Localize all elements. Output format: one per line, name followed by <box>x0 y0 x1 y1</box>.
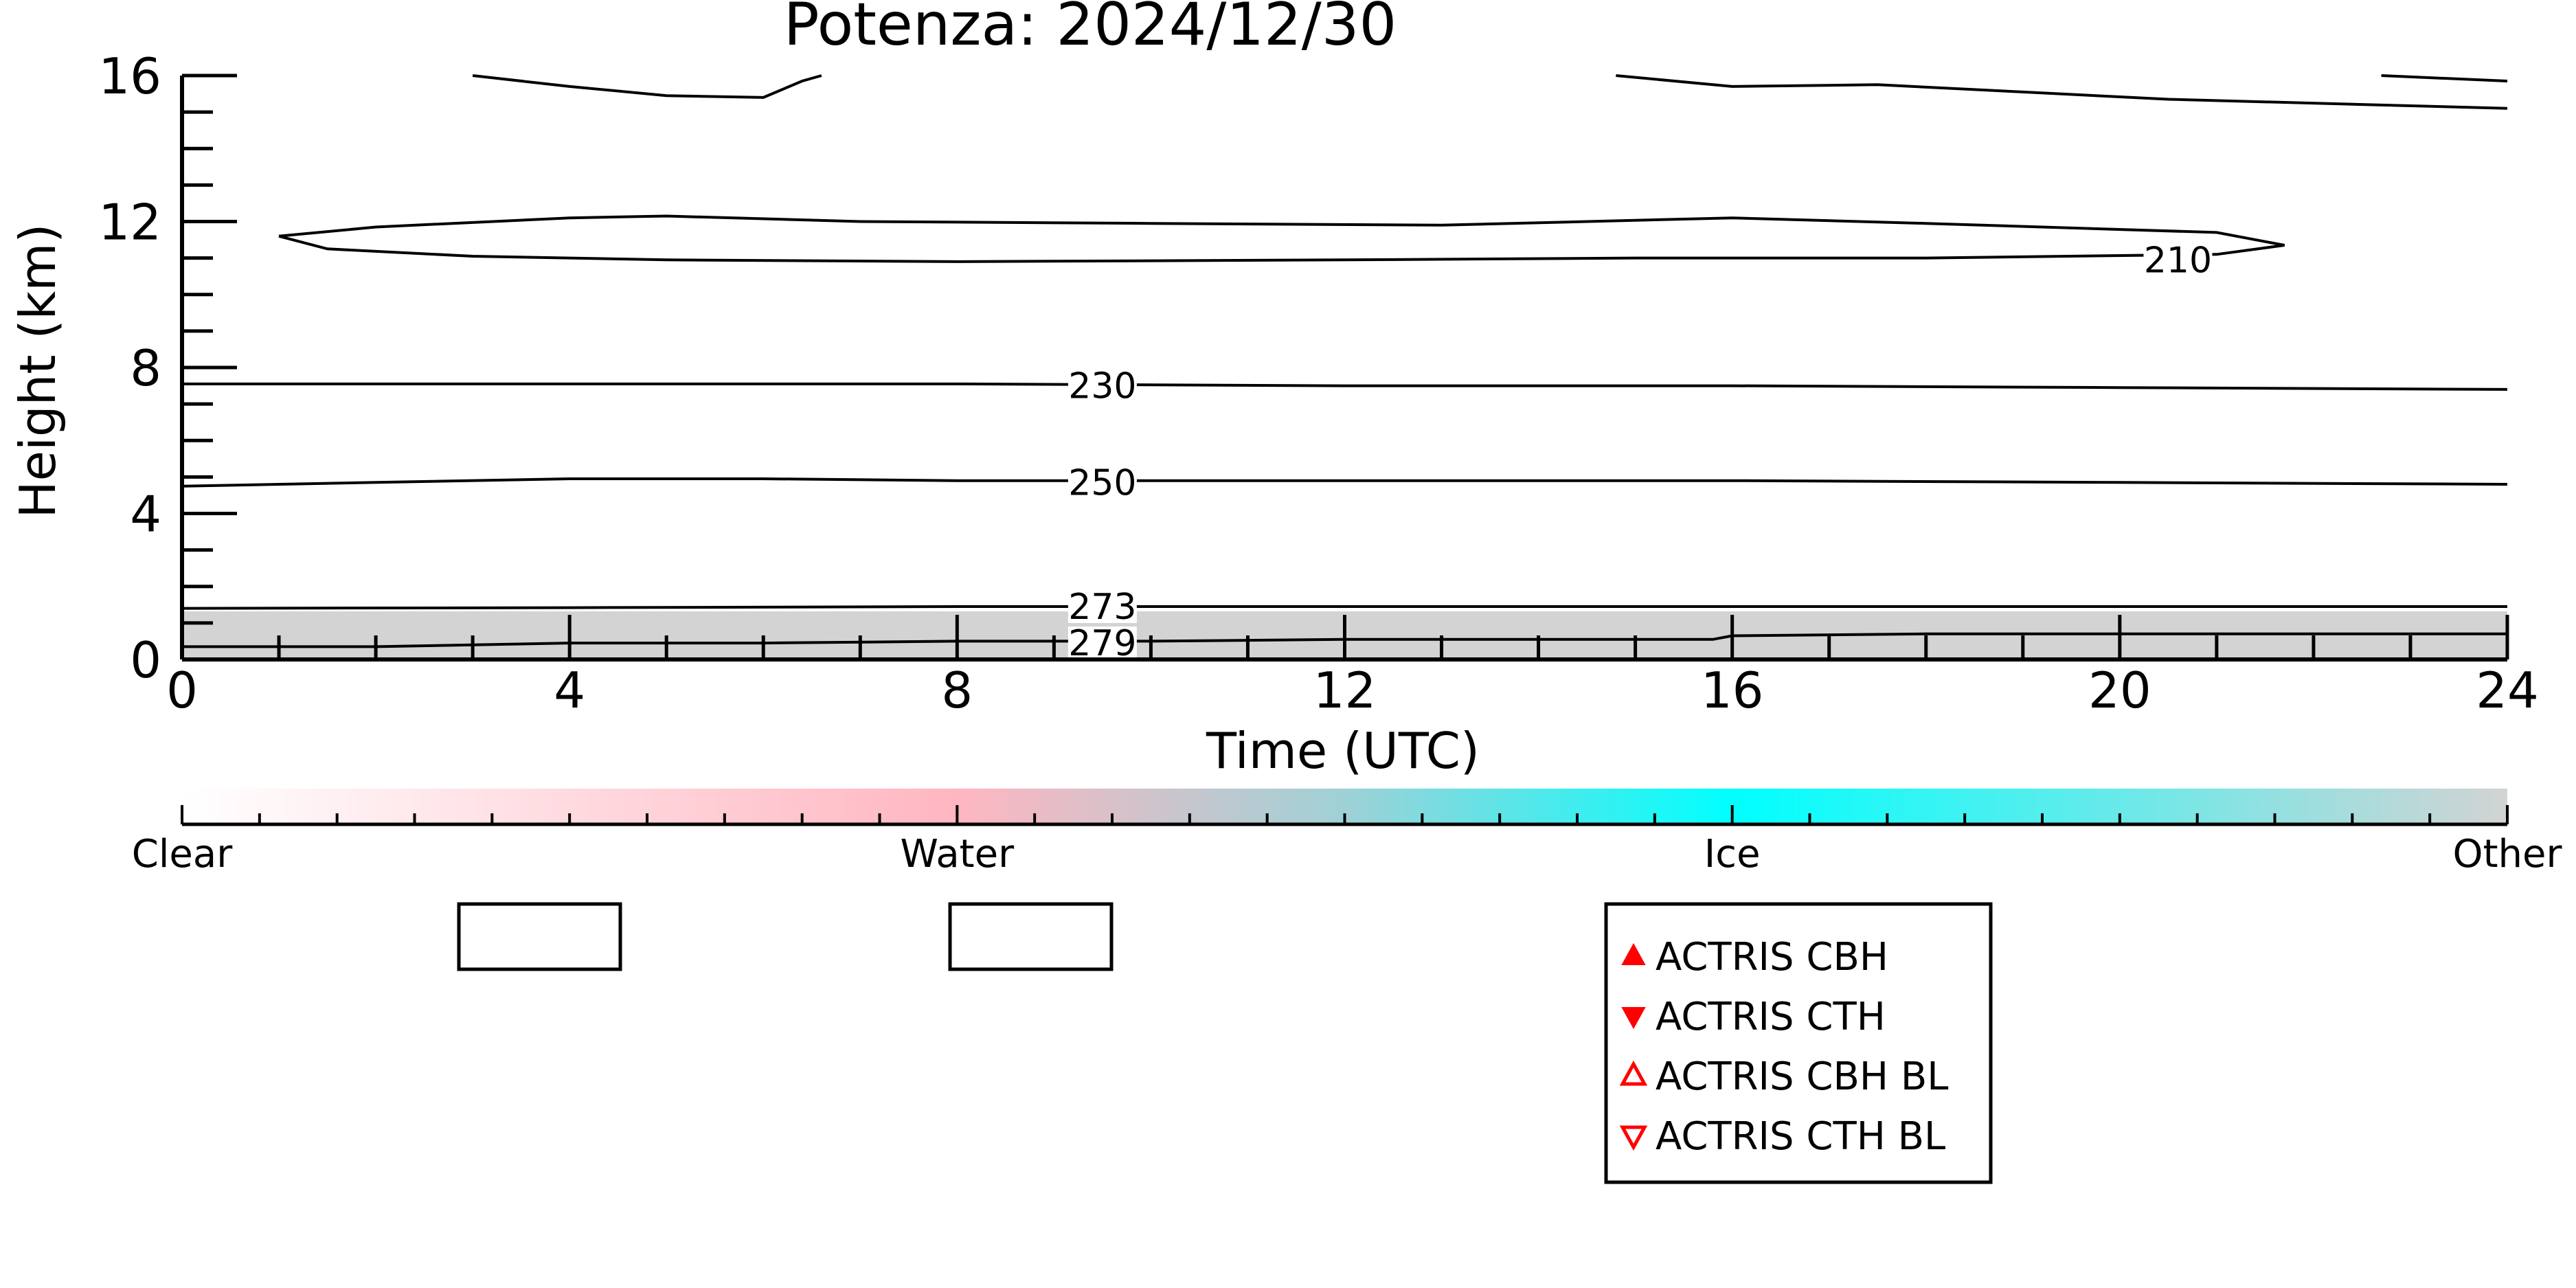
colorbar-ticks: Clear Water Ice Other <box>132 805 2562 877</box>
contour-230 <box>182 382 2508 391</box>
colorbar-label: Clear <box>132 832 233 877</box>
legend-empty-box-2 <box>948 902 1114 971</box>
x-tick-label: 8 <box>941 662 973 719</box>
legend-empty-box-1 <box>457 902 622 971</box>
contour-unlabeled-5 <box>472 74 822 99</box>
legend-frame <box>1604 902 1993 1184</box>
y-tick-label: 0 <box>130 631 161 689</box>
contour-label-bg <box>2143 243 2213 277</box>
x-tick-label: 0 <box>166 662 198 719</box>
legend-entry-label: ACTRIS CTH <box>1656 995 1886 1039</box>
x-tick-label: 16 <box>1701 662 1764 719</box>
y-tick-label: 4 <box>130 486 161 543</box>
legend-marker <box>1621 942 1646 965</box>
contour-unlabeled-7 <box>2381 74 2508 82</box>
contour-label-bg <box>1067 626 1137 660</box>
colorbar-label: Other <box>2452 832 2562 877</box>
contour-label: 273 <box>1068 587 1136 628</box>
chart-title: Potenza: 2024/12/30 <box>784 0 1397 59</box>
x-axis-label: Time (UTC) <box>1206 722 1480 780</box>
x-tick-label: 4 <box>554 662 585 719</box>
contour-label: 250 <box>1068 462 1136 504</box>
x-tick-label: 20 <box>2088 662 2151 719</box>
contour-250 <box>181 477 2508 488</box>
contour-label-bg <box>1067 369 1137 403</box>
y-axis-label: Height (km) <box>9 224 67 519</box>
colorbar-label: Ice <box>1704 832 1761 877</box>
contour-210 <box>278 214 2285 263</box>
contour-label: 230 <box>1068 366 1136 407</box>
legend-entry-label: ACTRIS CBH BL <box>1656 1054 1948 1099</box>
contour-label-bg <box>1067 466 1137 499</box>
contour-unlabeled-6 <box>1616 74 2508 110</box>
y-tick-label: 8 <box>130 339 161 397</box>
y-tick-label: 16 <box>98 47 161 105</box>
legend-marker <box>1621 1007 1646 1030</box>
x-tick-label: 24 <box>2476 662 2539 719</box>
legend-entry-label: ACTRIS CTH BL <box>1656 1114 1945 1159</box>
contour-label: 210 <box>2144 240 2212 281</box>
y-tick-label: 12 <box>98 194 161 251</box>
contour-273 <box>181 605 2507 610</box>
x-tick-label: 12 <box>1313 662 1377 719</box>
axis-ticks: 0 4 8 12 16 0 4 8 12 16 20 24 <box>98 47 2538 719</box>
plot-axes <box>180 76 2507 662</box>
legend: ACTRIS CBH ACTRIS CTH ACTRIS CBH BL ACTRIS … <box>1604 902 1993 1184</box>
colorbar-label: Water <box>901 832 1015 877</box>
legend-entry-label: ACTRIS CBH <box>1656 935 1888 980</box>
legend-marker <box>1619 1125 1648 1151</box>
legend-marker <box>1619 1060 1648 1086</box>
contour-label-bg <box>1067 589 1137 623</box>
